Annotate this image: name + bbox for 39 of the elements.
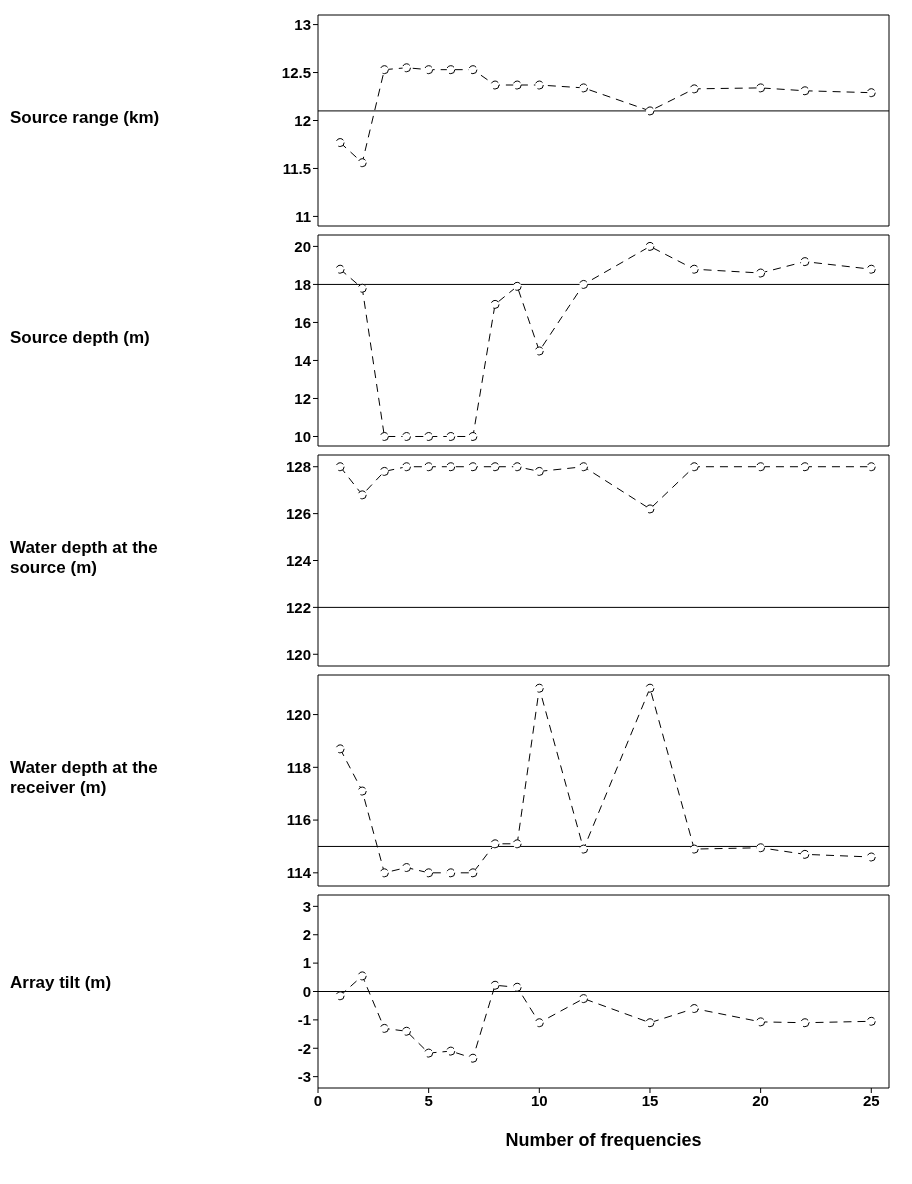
y-axis-title: Array tilt (m): [10, 973, 113, 993]
y-tick-label: 14: [294, 351, 312, 369]
x-tick-label: 25: [862, 1091, 880, 1109]
y-tick-label: 120: [285, 705, 311, 723]
y-tick-label: -2: [297, 1039, 311, 1057]
y-tick-label: 120: [285, 645, 311, 663]
y-tick-label: 128: [285, 458, 311, 476]
y-tick-label: 12: [294, 111, 311, 129]
y-tick-label: 2: [302, 926, 311, 944]
y-tick-label: -3: [297, 1067, 311, 1085]
y-tick-label: 3: [302, 897, 311, 915]
y-tick-label: 12.5: [281, 63, 311, 81]
y-tick-label: 126: [285, 504, 311, 522]
y-tick-label: 118: [286, 758, 311, 776]
y-tick-label: 13: [294, 15, 311, 33]
y-axis-title: Water depth at the source (m): [10, 538, 159, 578]
x-tick-label: 0: [313, 1091, 323, 1109]
y-tick-label: 0: [302, 982, 311, 1000]
y-tick-label: 114: [286, 864, 312, 882]
y-axis-title: Source range (km): [10, 108, 161, 128]
y-tick-label: 10: [294, 427, 311, 445]
y-tick-label: -1: [297, 1011, 311, 1029]
y-tick-label: 11.5: [282, 159, 311, 177]
y-axis-title: Source depth (m): [10, 328, 151, 348]
x-tick-label: 15: [641, 1091, 659, 1109]
x-tick-label: 5: [424, 1091, 433, 1109]
x-axis-title: Number of frequencies: [505, 1130, 702, 1150]
y-tick-label: 18: [294, 275, 311, 293]
x-tick-label: 10: [530, 1091, 548, 1109]
y-tick-label: 11: [295, 207, 311, 225]
y-tick-label: 1: [302, 954, 311, 972]
y-axis-title: Water depth at the receiver (m): [10, 758, 159, 798]
x-tick-label: 20: [752, 1091, 769, 1109]
y-tick-label: 12: [294, 389, 311, 407]
y-tick-label: 116: [286, 811, 311, 829]
y-tick-label: 124: [285, 551, 312, 569]
y-tick-label: 16: [294, 313, 311, 331]
y-tick-label: 20: [294, 237, 311, 255]
y-tick-label: 122: [285, 598, 311, 616]
